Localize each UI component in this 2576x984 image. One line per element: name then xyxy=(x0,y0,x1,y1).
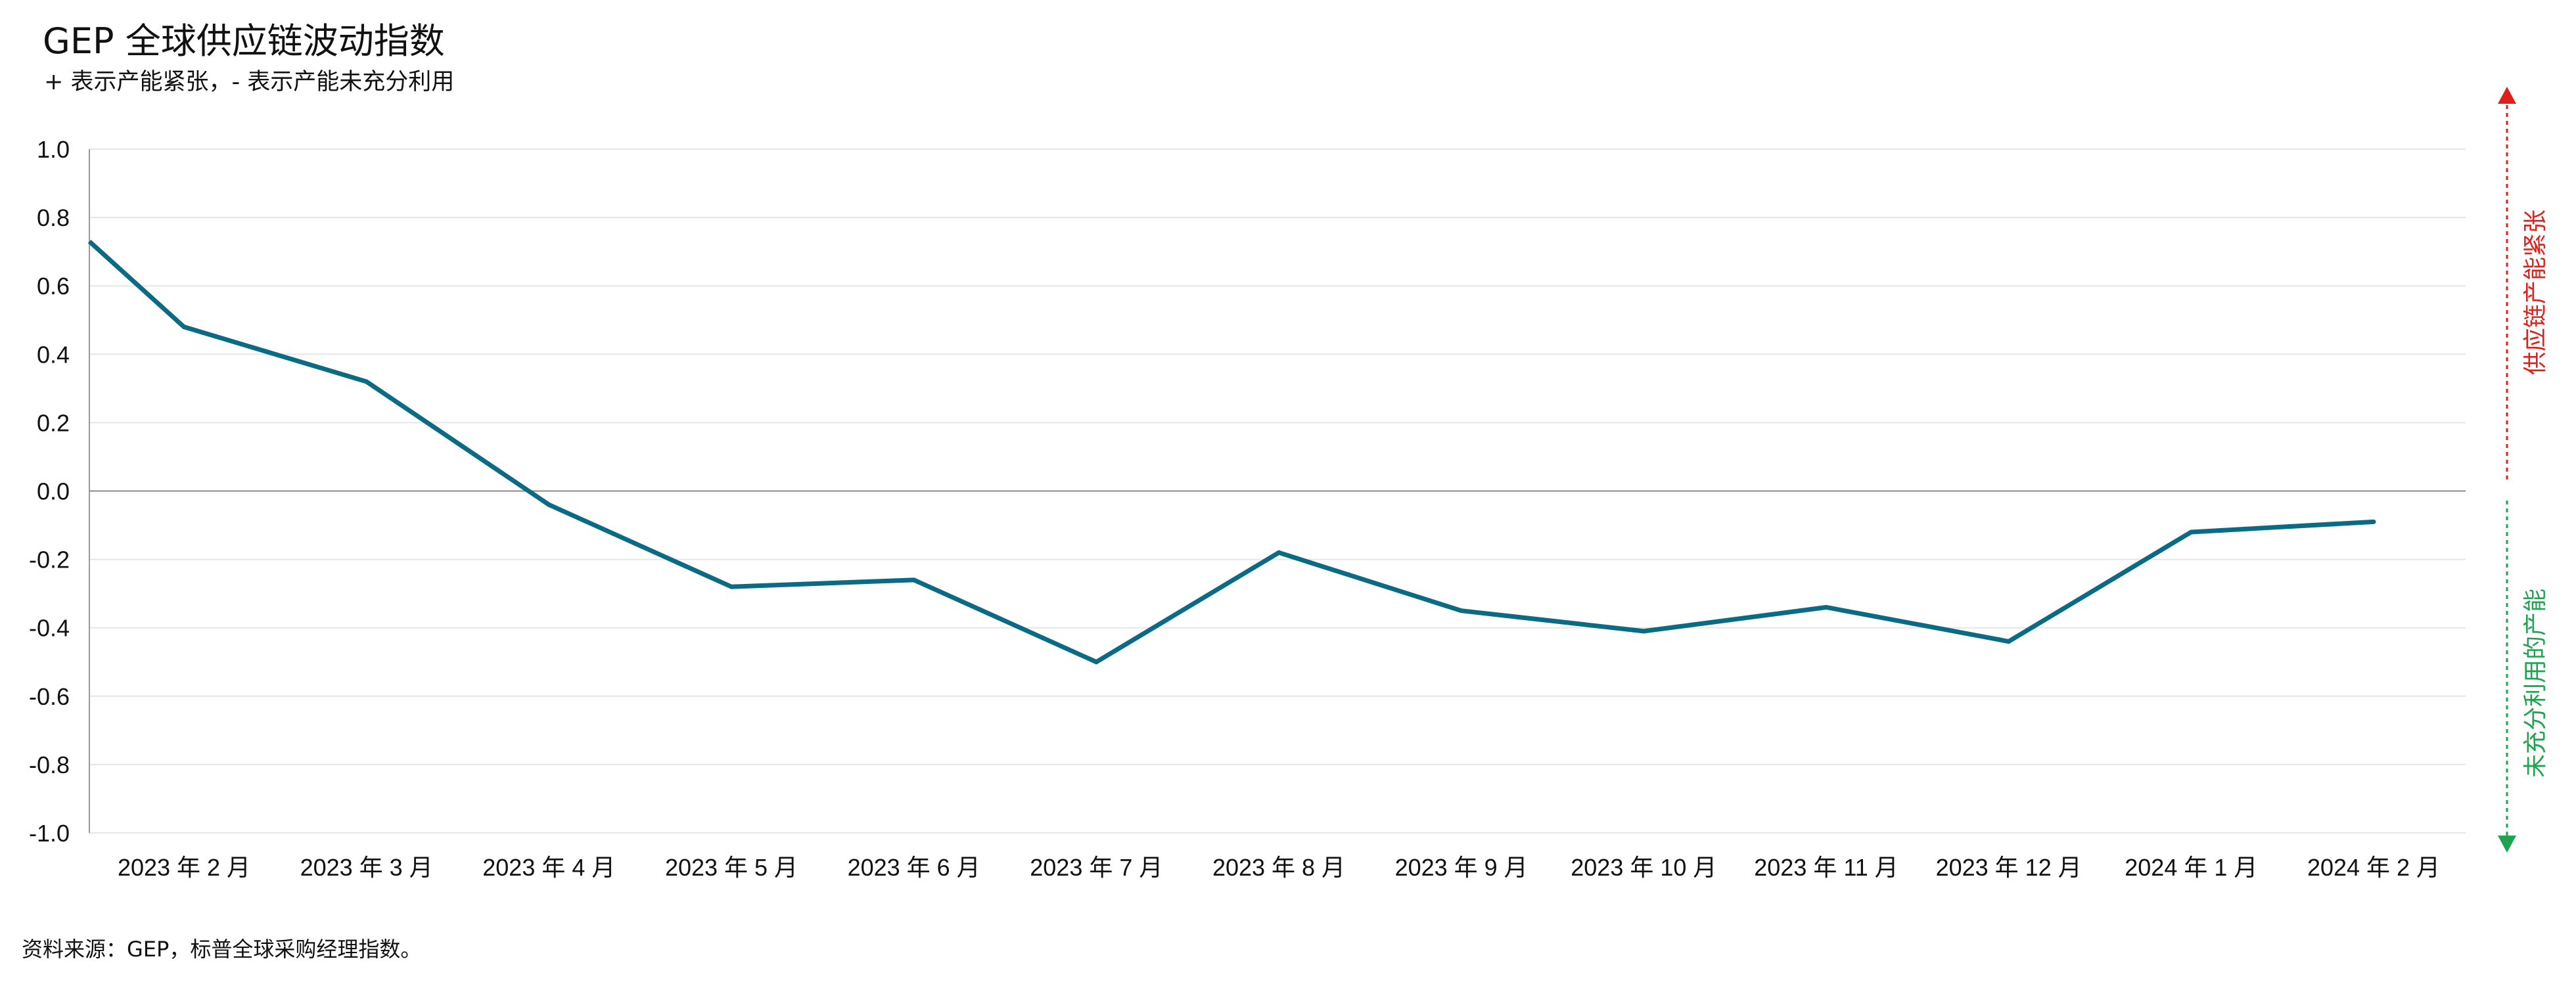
x-tick-label: 2023 年 9 月 xyxy=(1395,854,1528,881)
data-point xyxy=(546,502,551,507)
data-point xyxy=(2006,639,2012,644)
data-point xyxy=(1641,629,1646,634)
y-tick-label: -0.6 xyxy=(29,683,70,710)
data-point xyxy=(729,584,734,589)
side-indicator: 供应链产能紧张 未充分利用的产能 xyxy=(2498,87,2549,853)
y-tick-label: 0.4 xyxy=(37,341,70,368)
x-tick-label: 2024 年 2 月 xyxy=(2307,854,2440,881)
x-tick-label: 2023 年 7 月 xyxy=(1030,854,1162,881)
data-point xyxy=(2371,519,2376,524)
y-axis-ticks: 1.0 0.8 0.6 0.4 0.2 0.0 -0.2 -0.4 -0.6 -0.8 -1.0 xyxy=(29,136,70,847)
y-tick-label: -1.0 xyxy=(29,820,70,847)
y-tick-label: 1.0 xyxy=(37,136,70,163)
up-arrow-icon xyxy=(2498,87,2516,104)
y-tick-label: 0.8 xyxy=(37,204,70,231)
x-tick-label: 2023 年 6 月 xyxy=(848,854,980,881)
data-point xyxy=(911,577,917,583)
y-tick-label: -0.4 xyxy=(29,615,70,642)
capacity-tight-label: 供应链产能紧张 xyxy=(2522,210,2549,375)
x-tick-label: 2023 年 12 月 xyxy=(1936,854,2082,881)
data-point xyxy=(1459,608,1464,614)
x-tick-label: 2024 年 1 月 xyxy=(2125,854,2257,881)
x-tick-label: 2023 年 8 月 xyxy=(1212,854,1345,881)
chart-title: GEP 全球供应链波动指数 xyxy=(43,20,445,62)
series-line xyxy=(87,239,2374,665)
y-tick-label: 0.6 xyxy=(37,273,70,300)
x-axis-ticks: 2023 年 2 月 2023 年 3 月 2023 年 4 月 2023 年 5 月… xyxy=(118,854,2440,881)
data-point xyxy=(181,324,187,330)
data-point xyxy=(364,379,369,384)
data-point xyxy=(2188,529,2194,535)
source-note: 资料来源：GEP，标普全球采购经理指数。 xyxy=(22,937,422,962)
x-tick-label: 2023 年 2 月 xyxy=(118,854,250,881)
series-group xyxy=(87,239,2376,665)
x-tick-label: 2023 年 11 月 xyxy=(1754,854,1898,881)
y-tick-label: 0.0 xyxy=(37,478,70,505)
x-tick-label: 2023 年 4 月 xyxy=(482,854,615,881)
y-tick-label: -0.8 xyxy=(29,751,70,778)
chart-subtitle: + 表示产能紧张，- 表示产能未充分利用 xyxy=(44,69,455,95)
data-point xyxy=(1276,550,1281,555)
down-arrow-icon xyxy=(2498,836,2516,853)
data-point xyxy=(1824,604,1829,610)
x-tick-label: 2023 年 5 月 xyxy=(665,854,798,881)
x-tick-label: 2023 年 3 月 xyxy=(300,854,433,881)
y-tick-label: -0.2 xyxy=(29,547,70,573)
underused-capacity-label: 未充分利用的产能 xyxy=(2522,589,2549,778)
data-point xyxy=(1093,660,1099,665)
x-tick-label: 2023 年 10 月 xyxy=(1571,854,1716,881)
y-tick-label: 0.2 xyxy=(37,409,70,436)
